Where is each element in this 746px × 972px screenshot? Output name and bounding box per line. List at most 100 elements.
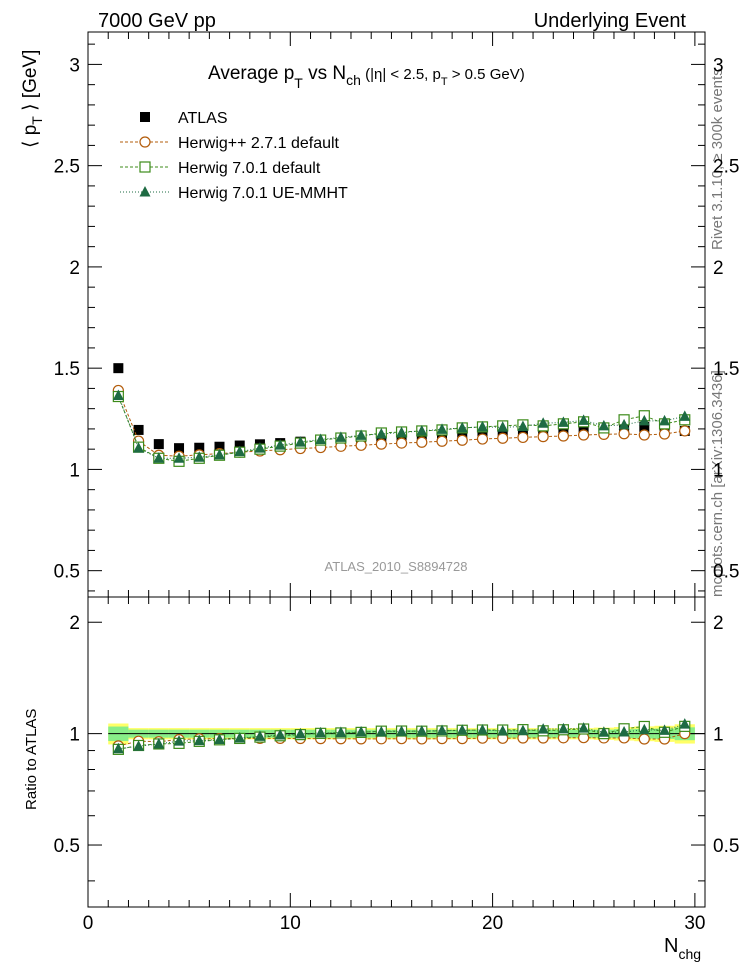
data-point bbox=[436, 423, 448, 434]
y-tick-label: 3 bbox=[69, 55, 80, 76]
y-axis-label-open: ⟨ p bbox=[20, 125, 41, 148]
data-point bbox=[214, 441, 225, 452]
data-point bbox=[396, 426, 408, 438]
ratio-point bbox=[497, 724, 509, 736]
data-point bbox=[537, 417, 549, 428]
data-point bbox=[436, 435, 448, 447]
data-point bbox=[355, 429, 367, 440]
ratio-y-tick-label: 1 bbox=[69, 725, 80, 746]
ratio-point bbox=[254, 730, 266, 741]
y-tick-label-right: 1.5 bbox=[713, 359, 739, 380]
ratio-point bbox=[193, 734, 205, 746]
data-point bbox=[153, 439, 164, 450]
x-tick-label: 20 bbox=[482, 913, 503, 934]
ratio-y-tick-label-right: 0.5 bbox=[713, 836, 739, 857]
title-sub-ch: ch bbox=[346, 72, 361, 88]
y-tick-label: 1.5 bbox=[54, 359, 80, 380]
data-point bbox=[375, 438, 387, 450]
data-point bbox=[254, 442, 266, 453]
title-cut-a: (|η| < 2.5, p bbox=[361, 66, 441, 83]
data-point bbox=[578, 414, 590, 425]
ratio-point bbox=[153, 737, 165, 749]
ratio-point bbox=[213, 733, 225, 745]
ratio-point bbox=[578, 722, 590, 733]
ratio-y-tick-label: 2 bbox=[69, 613, 80, 634]
x-tick-label: 10 bbox=[280, 913, 301, 934]
data-point bbox=[335, 431, 347, 442]
ratio-point bbox=[659, 724, 671, 735]
data-point bbox=[174, 443, 185, 454]
legend-label: Herwig 7.0.1 UE-MMHT bbox=[178, 185, 348, 202]
data-point bbox=[557, 416, 569, 427]
y-axis-label-close: ⟩ [GeV] bbox=[20, 50, 41, 117]
ratio-y-tick-label-right: 2 bbox=[713, 613, 724, 634]
data-point bbox=[658, 428, 671, 440]
ratio-point bbox=[294, 727, 306, 739]
data-point bbox=[153, 452, 165, 463]
data-point bbox=[213, 448, 225, 460]
ratio-point bbox=[456, 724, 468, 735]
data-point bbox=[639, 421, 650, 432]
data-point bbox=[274, 439, 286, 450]
ratio-point bbox=[133, 740, 145, 751]
y-tick-label-right: 1 bbox=[713, 460, 724, 481]
ratio-series-line bbox=[118, 733, 685, 747]
title-sub-t: T bbox=[294, 75, 303, 91]
y-tick-label-right: 3 bbox=[713, 55, 724, 76]
data-point bbox=[517, 431, 529, 444]
rivet-label: Rivet 3.1.10, ≥ 300k events bbox=[709, 68, 726, 250]
ratio-point bbox=[274, 729, 286, 740]
x-axis-label-main: N bbox=[664, 935, 678, 957]
ratio-point bbox=[112, 742, 124, 754]
data-point bbox=[294, 436, 306, 447]
data-point bbox=[193, 451, 205, 462]
data-point bbox=[456, 434, 468, 446]
ratio-point bbox=[375, 725, 387, 737]
data-point bbox=[112, 389, 124, 401]
data-point bbox=[173, 452, 185, 463]
ratio-point bbox=[638, 723, 650, 735]
y-axis-label: ⟨ pT ⟩ [GeV] bbox=[20, 50, 45, 148]
ratio-point bbox=[537, 723, 549, 734]
data-point bbox=[456, 421, 468, 433]
data-series bbox=[112, 363, 691, 755]
data-point bbox=[618, 418, 630, 430]
series-3 bbox=[112, 389, 691, 754]
data-point bbox=[194, 442, 205, 453]
ratio-y-axis-label: Ratio to ATLAS bbox=[23, 709, 40, 810]
legend: ATLAS Herwig++ 2.7.1 default Herwig 7.0.1 … bbox=[120, 110, 348, 202]
data-point bbox=[395, 437, 408, 449]
data-point bbox=[679, 410, 691, 421]
data-point bbox=[234, 440, 245, 451]
data-point bbox=[355, 439, 367, 451]
data-point bbox=[618, 428, 630, 440]
ratio-point bbox=[173, 735, 185, 746]
plot-frames bbox=[87, 31, 706, 908]
y-tick-label: 0.5 bbox=[54, 562, 80, 583]
x-axis-label: Nchg bbox=[664, 935, 701, 962]
title-cut-b: > 0.5 GeV) bbox=[448, 66, 525, 83]
legend-label: Herwig++ 2.7.1 default bbox=[178, 135, 340, 152]
title-main: Average p bbox=[208, 63, 294, 84]
ratio-point bbox=[517, 724, 529, 736]
data-point bbox=[578, 429, 590, 441]
title-mid: vs N bbox=[303, 63, 346, 84]
ratio-point bbox=[679, 718, 691, 729]
data-point bbox=[113, 363, 124, 374]
data-point bbox=[375, 427, 387, 439]
data-point bbox=[537, 431, 549, 443]
data-point bbox=[476, 433, 489, 445]
data-point bbox=[659, 414, 671, 426]
data-point bbox=[497, 432, 509, 444]
header-left-label: 7000 GeV pp bbox=[98, 10, 216, 32]
axis-ticks: 0 10 20 30 0.5 0.5 1 1 1.5 1.5 2 2 2.5 2.5 3 3 0.5 0.5 1 1 2… bbox=[54, 32, 739, 934]
data-point bbox=[133, 442, 145, 453]
ratio-point bbox=[234, 731, 246, 743]
data-point bbox=[638, 414, 650, 426]
ratio-point bbox=[396, 725, 408, 736]
ratio-point bbox=[436, 724, 448, 736]
y-tick-label: 1 bbox=[69, 460, 80, 481]
ratio-point bbox=[638, 733, 650, 745]
ratio-y-tick-label-right: 1 bbox=[713, 725, 724, 746]
header-right-label: Underlying Event bbox=[534, 10, 687, 32]
